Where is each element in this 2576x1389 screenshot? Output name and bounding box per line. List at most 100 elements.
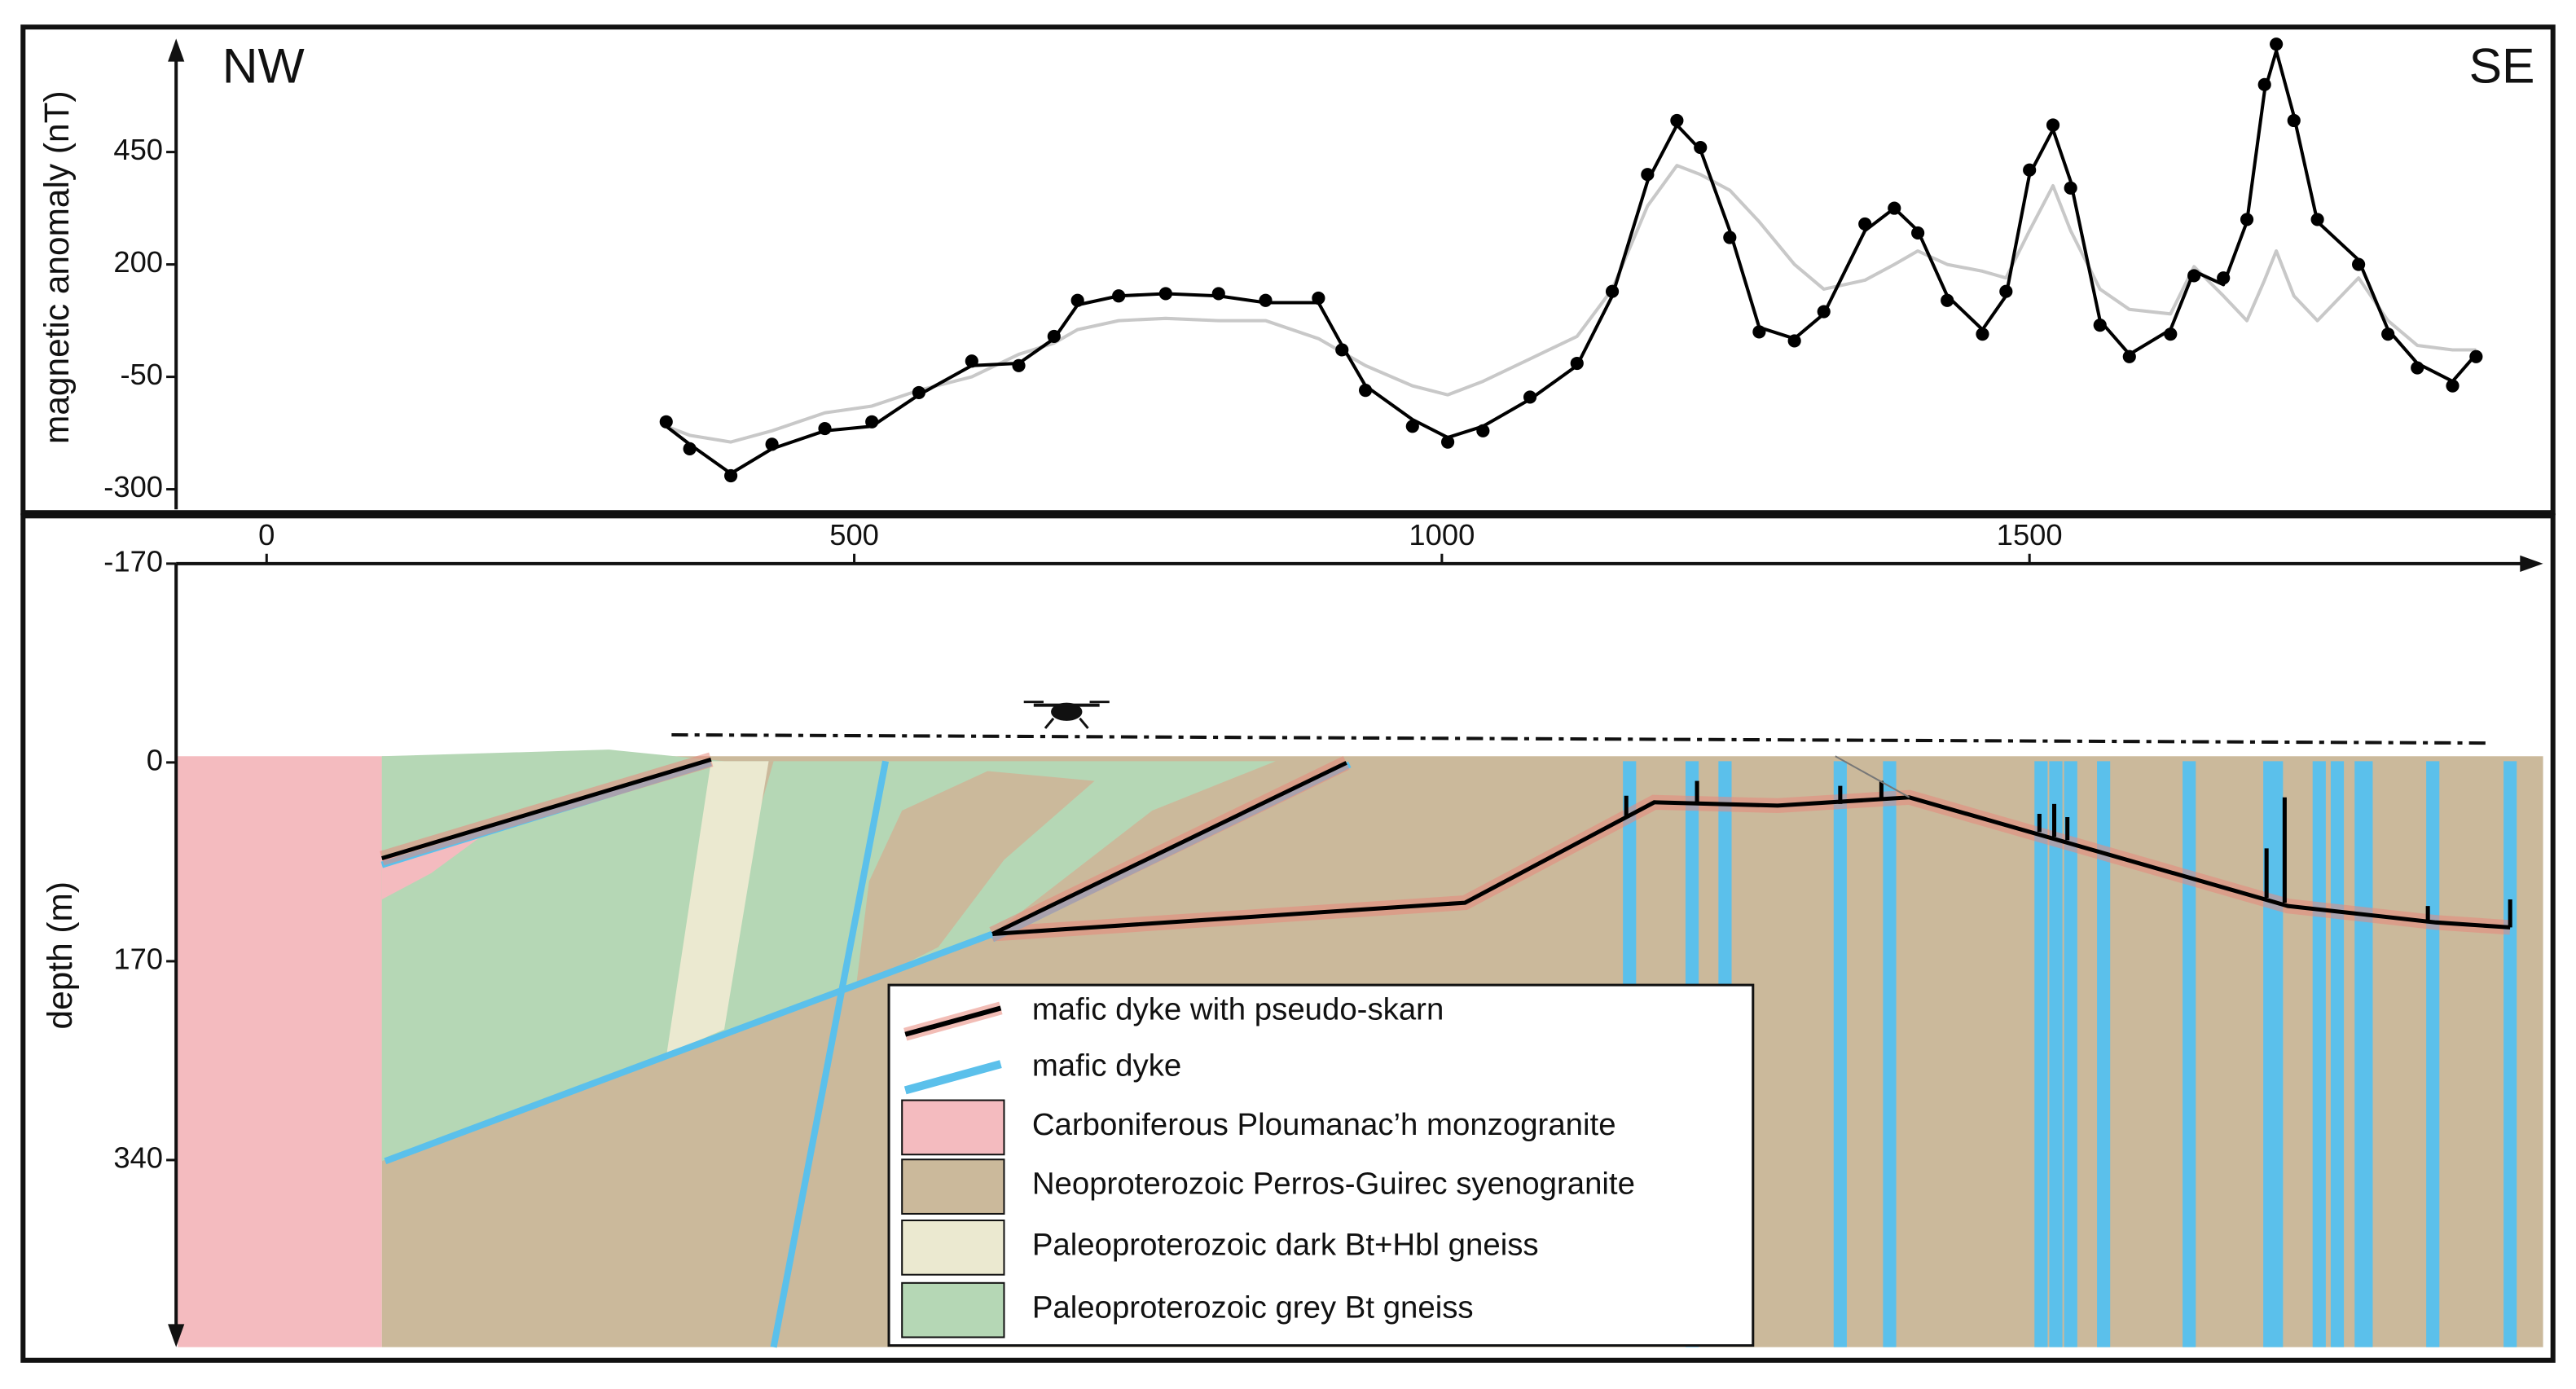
axis-arrow — [168, 1324, 185, 1347]
legend-label: mafic dyke — [1032, 1048, 1181, 1083]
legend-swatch — [904, 1005, 1002, 1037]
observed-point — [2023, 163, 2037, 177]
annotation: SE — [2469, 38, 2535, 94]
section-feature — [1835, 755, 1910, 798]
observed-point — [1670, 113, 1684, 128]
legend-box — [887, 983, 1755, 1347]
observed-point — [2093, 319, 2107, 332]
observed-point — [724, 468, 738, 483]
observed-point — [1605, 284, 1620, 298]
observed-point — [1976, 327, 1989, 341]
section-stroke — [1044, 717, 1055, 729]
observed-point — [1312, 291, 1325, 305]
legend-swatch — [901, 1220, 1005, 1276]
y-axis-label: depth (m) — [41, 881, 79, 1029]
observed-point — [1476, 424, 1490, 437]
section-stroke — [1079, 717, 1089, 729]
legend-swatch — [903, 1060, 1002, 1095]
annotation: NW — [222, 38, 305, 94]
observed-point — [1911, 226, 1925, 240]
observed-point — [1641, 168, 1655, 182]
rock-unit — [855, 771, 1095, 989]
rock-unit — [381, 837, 481, 900]
legend-swatch — [901, 1158, 1005, 1215]
legend-swatch — [901, 1281, 1005, 1338]
observed-point — [1259, 293, 1273, 307]
legend-label: Neoproterozoic Perros-Guirec syenogranit… — [1032, 1167, 1635, 1202]
observed-point — [1752, 325, 1766, 339]
observed-point — [1723, 231, 1737, 244]
observed-point — [2217, 271, 2231, 285]
observed-point — [1070, 293, 1084, 307]
dyke-group — [381, 757, 2512, 936]
observed-point — [1888, 201, 1901, 215]
observed-point — [2446, 379, 2460, 393]
profile-line — [666, 164, 2477, 444]
section-stroke — [770, 760, 889, 1348]
observed-point — [1694, 141, 1708, 155]
observed-point — [2469, 349, 2483, 363]
y-tick-label: 450 — [113, 133, 163, 166]
observed-point — [2270, 37, 2284, 51]
legend-label: Paleoproterozoic dark Bt+Hbl gneiss — [1032, 1228, 1539, 1263]
section-stroke — [381, 757, 712, 860]
observed-point — [2046, 118, 2060, 132]
legend-label: Carboniferous Ploumanac’h monzogranite — [1032, 1107, 1616, 1142]
observed-point — [2310, 213, 2324, 226]
observed-point — [1787, 334, 1801, 348]
observed-point — [1405, 420, 1419, 433]
y-axis-label: magnetic anomaly (nT) — [37, 90, 76, 444]
axis-arrow — [2520, 555, 2543, 572]
observed-point — [2287, 113, 2301, 128]
rock-unit — [178, 756, 382, 1347]
observed-point — [818, 421, 832, 436]
observed-point — [1858, 217, 1872, 231]
legend-label: mafic dyke with pseudo-skarn — [1032, 992, 1444, 1027]
observed-point — [865, 415, 879, 429]
observed-point — [1570, 356, 1584, 371]
observed-point — [2257, 77, 2271, 91]
observed-point — [2122, 349, 2136, 363]
section-stroke — [384, 930, 994, 1165]
legend-label: Paleoproterozoic grey Bt gneiss — [1032, 1290, 1474, 1325]
observed-point — [1359, 384, 1373, 398]
rock-unit — [381, 749, 1276, 1162]
y-tick-label: 0 — [147, 744, 163, 777]
y-tick-label: -300 — [103, 470, 163, 503]
observed-point — [765, 437, 779, 451]
observed-point — [2187, 269, 2201, 283]
observed-point — [1999, 284, 2013, 298]
bottom-frame — [20, 513, 2556, 1363]
observed-point — [1817, 305, 1831, 319]
x-tick-label: 500 — [829, 518, 879, 552]
section-stroke — [992, 795, 2511, 936]
section-stroke — [991, 761, 1347, 936]
observed-point — [1335, 343, 1349, 357]
observed-point — [1158, 287, 1172, 301]
observed-point — [1112, 289, 1126, 303]
observed-point — [1012, 358, 1026, 372]
y-tick-label: 170 — [113, 943, 163, 976]
section-feature — [1023, 701, 1110, 729]
x-tick-label: 1000 — [1409, 518, 1475, 552]
legend-swatch — [901, 1099, 1005, 1156]
axis-arrow — [168, 38, 185, 62]
observed-point — [1441, 435, 1455, 449]
observed-point — [1047, 329, 1061, 343]
observed-point — [2064, 181, 2077, 195]
observed-point — [2381, 327, 2395, 341]
y-tick-label: -170 — [103, 544, 163, 578]
top-frame — [20, 24, 2556, 516]
observed-point — [1211, 287, 1225, 301]
observed-point — [2411, 361, 2424, 375]
observed-point — [965, 354, 978, 368]
profile-line — [665, 49, 2477, 476]
observed-point — [912, 385, 925, 399]
observed-point — [659, 415, 673, 429]
rock-unit — [666, 761, 769, 1054]
observed-point — [683, 442, 697, 455]
y-tick-label: 340 — [113, 1141, 163, 1175]
observed-point — [1941, 293, 1954, 307]
